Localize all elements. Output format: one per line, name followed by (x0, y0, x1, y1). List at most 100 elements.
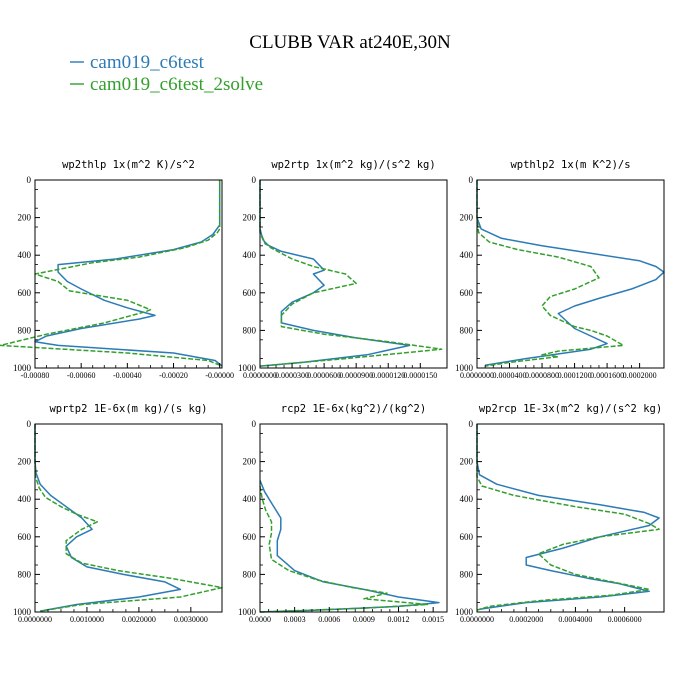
y-tick-label: 600 (18, 532, 32, 542)
x-tick-label: 0.0000150 (403, 371, 437, 380)
plot-frame (259, 179, 448, 369)
y-tick-label: 1000 (238, 363, 257, 373)
x-tick-label: 0.0012 (388, 615, 410, 624)
y-tick-label: 600 (243, 288, 257, 298)
panel-1: wp2thlp 1x(m^2 K)/s^202004006008001000-0… (0, 159, 234, 380)
legend: cam019_c6test cam019_c6test_2solve (70, 52, 263, 95)
y-tick-label: 1000 (13, 363, 32, 373)
x-tick-label: 0.0000120 (371, 371, 405, 380)
y-tick-label: 200 (18, 457, 32, 467)
y-tick-label: 200 (243, 457, 257, 467)
x-tick-label: -0.00080 (21, 371, 50, 380)
x-tick-label: 0.0015 (422, 615, 444, 624)
plot-frame (476, 423, 665, 613)
panel-6: wp2rcp 1E-3x(m^2 kg)/(s^2 kg) 0 200 400 600 8… (455, 403, 665, 624)
panel-grid: wp2thlp 1x(m^2 K)/s^202004006008001000-0… (0, 159, 665, 624)
y-tick-label: 600 (18, 288, 32, 298)
y-tick-label: 800 (18, 325, 32, 335)
panel-title: wp2thlp 1x(m^2 K)/s^2 (62, 159, 195, 171)
x-tick-label: 0.0001600 (590, 371, 624, 380)
y-tick-label: 0 (469, 175, 474, 185)
panel-title: rcp2 1E-6x(kg^2)/(kg^2) (281, 403, 426, 415)
x-tick-label: 0.0006 (318, 615, 340, 624)
panel-title: wp2rtp 1x(m^2 kg)/(s^2 kg) (271, 159, 435, 171)
x-tick-label: 0.0000000 (18, 615, 52, 624)
y-tick-label: 0 (27, 419, 32, 429)
x-tick-label: 0.0000000 (243, 371, 277, 380)
plot-frame (34, 423, 223, 613)
x-tick-label: 0.0000300 (275, 371, 309, 380)
x-tick-label: 0.0000000 (460, 371, 494, 380)
y-tick-label: 400 (460, 250, 474, 260)
x-tick-label: 0.0003 (284, 615, 306, 624)
y-tick-label: 600 (460, 532, 474, 542)
y-tick-label: 400 (460, 494, 474, 504)
x-tick-label: 0.0000000 (460, 615, 494, 624)
y-tick-label: 0 (252, 175, 257, 185)
x-tick-label: 0.0030000 (174, 615, 208, 624)
y-tick-label: 200 (460, 213, 474, 223)
panel-5: rcp2 1E-6x(kg^2)/(kg^2) 0 200 400 600 800 1000… (238, 403, 448, 624)
legend-entry-1: cam019_c6test (70, 52, 205, 73)
panel-title: wpthlp2 1x(m K^2)/s (510, 159, 630, 171)
series-line-2 (259, 485, 429, 613)
panel-title: wp2rcp 1E-3x(m^2 kg)/(s^2 kg) (479, 403, 662, 415)
x-tick-label: 0.0004000 (558, 615, 592, 624)
x-tick-label: 0.0000400 (493, 371, 527, 380)
figure-title: CLUBB VAR at240E,30N (249, 32, 451, 53)
y-tick-label: 400 (18, 250, 32, 260)
x-tick-label: -0.00000 (205, 371, 234, 380)
x-tick-label: 0.0000800 (525, 371, 559, 380)
series-line-1 (476, 424, 660, 610)
x-tick-label: 0.0000600 (307, 371, 341, 380)
legend-label-1: cam019_c6test (90, 52, 205, 73)
series-line-2 (34, 424, 223, 612)
y-tick-label: 0 (252, 419, 257, 429)
y-tick-label: 0 (469, 419, 474, 429)
y-tick-label: 800 (460, 569, 474, 579)
legend-entry-2: cam019_c6test_2solve (70, 74, 263, 95)
x-tick-label: 0.0002000 (509, 615, 543, 624)
y-tick-label: 800 (460, 325, 474, 335)
y-tick-label: 200 (18, 213, 32, 223)
plot-frame (476, 179, 665, 369)
x-tick-label: 0.0000 (249, 615, 271, 624)
y-tick-label: 800 (18, 569, 32, 579)
x-tick-label: 0.0010000 (70, 615, 104, 624)
y-tick-label: 1000 (238, 607, 257, 617)
y-tick-label: 800 (243, 569, 257, 579)
y-tick-label: 200 (460, 457, 474, 467)
series-line-1 (259, 480, 440, 613)
series-line-1 (259, 180, 411, 367)
y-tick-label: 400 (243, 250, 257, 260)
y-tick-label: 800 (243, 325, 257, 335)
x-tick-label: 0.0001200 (558, 371, 592, 380)
y-tick-label: 1000 (455, 363, 474, 373)
x-tick-label: 0.0006000 (608, 615, 642, 624)
y-tick-label: 400 (243, 494, 257, 504)
y-tick-label: 600 (460, 288, 474, 298)
x-tick-label: -0.00060 (67, 371, 96, 380)
x-tick-label: -0.00040 (113, 371, 142, 380)
y-tick-label: 1000 (455, 607, 474, 617)
y-tick-label: 0 (27, 175, 32, 185)
panel-title: wprtp2 1E-6x(m kg)/(s kg) (49, 403, 207, 415)
series-line-2 (476, 424, 660, 611)
series-line-1 (34, 180, 223, 367)
series-line-1 (34, 424, 182, 612)
plot-frame (259, 423, 448, 613)
x-tick-label: -0.00020 (159, 371, 188, 380)
plot-frame (34, 179, 223, 369)
series-line-2 (259, 180, 443, 367)
panel-4: wprtp2 1E-6x(m kg)/(s kg) 0 200 400 600 800 10… (13, 403, 223, 624)
x-tick-label: 0.0020000 (122, 615, 156, 624)
y-tick-label: 400 (18, 494, 32, 504)
series-line-2 (476, 180, 625, 367)
y-tick-label: 200 (243, 213, 257, 223)
y-tick-label: 600 (243, 532, 257, 542)
x-tick-label: 0.0002000 (623, 371, 657, 380)
y-tick-label: 1000 (13, 607, 32, 617)
x-tick-label: 0.0000900 (339, 371, 373, 380)
legend-label-2: cam019_c6test_2solve (90, 74, 263, 95)
